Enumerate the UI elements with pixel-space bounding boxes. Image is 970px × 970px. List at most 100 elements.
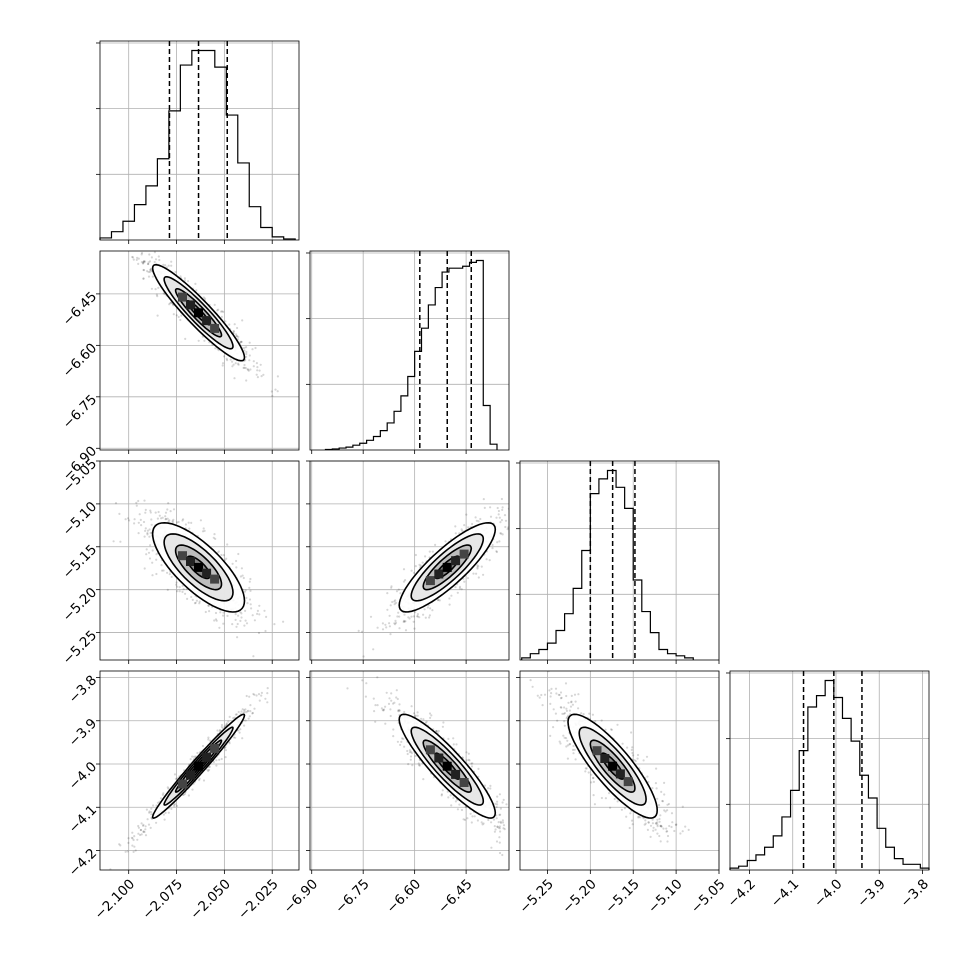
scatter-point <box>144 511 147 514</box>
histogram-steps <box>324 259 498 451</box>
scatter-point <box>440 794 443 797</box>
scatter-point <box>256 376 259 379</box>
scatter-point <box>150 269 153 272</box>
scatter-point <box>398 703 401 706</box>
scatter-point <box>452 743 455 746</box>
scatter-point <box>133 845 136 848</box>
scatter-point <box>189 758 192 761</box>
scatter-point <box>396 615 399 618</box>
scatter-point <box>178 590 181 593</box>
scatter-point <box>174 777 177 781</box>
scatter-point <box>435 730 438 733</box>
density-cell <box>459 778 469 787</box>
scatter-point <box>126 517 130 520</box>
scatter-point <box>463 580 466 583</box>
scatter-point <box>127 837 130 840</box>
scatter-point <box>239 340 242 343</box>
scatter-point <box>410 705 413 708</box>
scatter-panel-2-3 <box>516 670 720 874</box>
density-cell <box>442 562 452 572</box>
scatter-point <box>144 825 147 828</box>
scatter-point <box>249 704 252 707</box>
scatter-point <box>414 565 417 568</box>
scatter-point <box>632 754 635 757</box>
scatter-point <box>364 695 367 698</box>
scatter-point <box>430 714 433 717</box>
scatter-point <box>248 598 252 601</box>
scatter-point <box>244 366 247 370</box>
scatter-point <box>142 830 145 833</box>
scatter-point <box>567 701 570 704</box>
scatter-point <box>483 506 486 509</box>
scatter-point <box>458 803 461 806</box>
scatter-point <box>393 603 396 606</box>
scatter-point <box>154 288 157 291</box>
scatter-point <box>215 764 218 767</box>
scatter-point <box>448 597 451 600</box>
scatter-point <box>666 809 669 812</box>
scatter-point <box>151 561 154 564</box>
scatter-point <box>495 805 498 809</box>
scatter-point <box>374 704 377 707</box>
scatter-point <box>394 601 398 605</box>
density-cell <box>210 323 220 333</box>
scatter-point <box>252 365 255 368</box>
scatter-point <box>381 622 384 625</box>
scatter-point <box>134 849 137 852</box>
scatter-point <box>498 841 501 844</box>
scatter-point <box>429 607 432 610</box>
scatter-point <box>381 628 385 631</box>
scatter-point <box>500 497 503 501</box>
scatter-point <box>234 713 237 716</box>
scatter-point <box>172 313 175 316</box>
scatter-point <box>242 366 245 369</box>
scatter-point <box>461 529 464 533</box>
scatter-point <box>407 763 410 766</box>
scatter-point <box>224 756 227 759</box>
scatter-point <box>240 340 243 343</box>
scatter-point <box>258 699 261 702</box>
scatter-point <box>396 697 399 701</box>
scatter-point <box>232 330 235 333</box>
scatter-point <box>565 707 568 710</box>
scatter-point <box>389 708 392 711</box>
density-cell <box>210 574 220 584</box>
scatter-point <box>245 622 249 625</box>
scatter-point <box>474 516 477 519</box>
scatter-point <box>505 803 508 806</box>
scatter-point <box>172 508 176 511</box>
scatter-point <box>245 355 248 358</box>
scatter-point <box>249 577 252 581</box>
scatter-point <box>584 770 587 773</box>
scatter-point <box>245 352 248 356</box>
scatter-point <box>392 702 395 705</box>
scatter-point <box>155 553 158 556</box>
scatter-point <box>501 508 504 511</box>
scatter-point <box>225 357 228 360</box>
scatter-point <box>221 364 224 367</box>
scatter-point <box>162 263 165 266</box>
scatter-point <box>195 289 198 292</box>
scatter-point <box>257 631 261 635</box>
scatter-point <box>235 713 238 716</box>
scatter-point <box>495 550 498 553</box>
scatter-point <box>499 820 502 823</box>
scatter-point <box>127 841 130 845</box>
scatter-point <box>169 510 172 513</box>
scatter-content <box>131 251 279 398</box>
scatter-point <box>161 569 164 572</box>
scatter-point <box>148 270 152 273</box>
scatter-point <box>498 851 502 855</box>
scatter-point <box>226 359 229 362</box>
scatter-point <box>167 811 170 814</box>
scatter-point <box>235 559 238 563</box>
scatter-point <box>166 588 169 592</box>
scatter-point <box>254 346 257 350</box>
scatter-point <box>191 788 194 791</box>
scatter-point <box>212 760 215 764</box>
scatter-point <box>665 827 668 830</box>
scatter-point <box>361 630 364 633</box>
scatter-point <box>384 623 387 626</box>
scatter-point <box>241 737 244 740</box>
scatter-point <box>145 548 148 551</box>
